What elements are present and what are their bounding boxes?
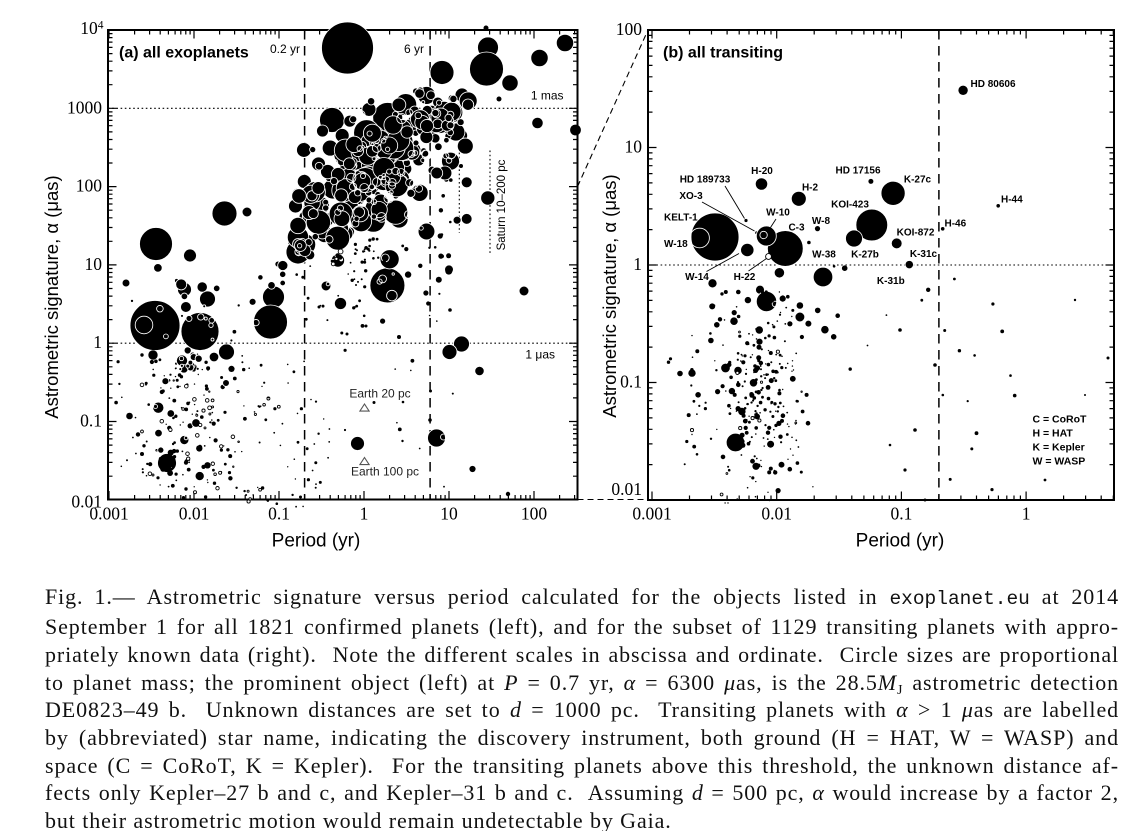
svg-text:1: 1 — [360, 504, 369, 524]
svg-text:W-8: W-8 — [812, 216, 831, 227]
svg-text:10: 10 — [440, 504, 458, 524]
svg-text:C = CoRoT: C = CoRoT — [1033, 414, 1088, 426]
svg-text:H-44: H-44 — [1001, 195, 1023, 206]
svg-text:0.01: 0.01 — [71, 492, 102, 512]
svg-text:Period (yr): Period (yr) — [272, 531, 361, 552]
svg-text:100: 100 — [521, 504, 548, 524]
svg-text:10: 10 — [85, 254, 103, 274]
svg-text:100: 100 — [76, 176, 103, 196]
svg-text:W = WASP: W = WASP — [1033, 456, 1086, 468]
svg-text:Astrometric signature, α (μas): Astrometric signature, α (μas) — [599, 174, 620, 417]
svg-text:100: 100 — [616, 19, 643, 39]
svg-text:0.01: 0.01 — [611, 479, 642, 499]
svg-text:C-3: C-3 — [788, 223, 805, 234]
svg-text:1: 1 — [633, 254, 642, 274]
svg-text:1: 1 — [93, 332, 102, 352]
svg-text:H-46: H-46 — [945, 219, 967, 230]
svg-text:KOI-872: KOI-872 — [897, 228, 935, 239]
svg-text:0.1: 0.1 — [80, 411, 102, 431]
svg-text:6 yr: 6 yr — [404, 42, 424, 56]
svg-text:HD 189733: HD 189733 — [680, 175, 731, 186]
svg-text:HD 80606: HD 80606 — [971, 79, 1016, 90]
svg-text:KELT-1: KELT-1 — [664, 213, 698, 224]
svg-text:K-31c: K-31c — [910, 249, 938, 260]
svg-text:(b) all transiting: (b) all transiting — [663, 45, 783, 62]
svg-text:H = HAT: H = HAT — [1033, 428, 1074, 440]
svg-text:W-18: W-18 — [664, 239, 688, 250]
svg-text:1 mas: 1 mas — [531, 89, 564, 103]
svg-text:0.01: 0.01 — [761, 504, 792, 524]
svg-text:Period (yr): Period (yr) — [856, 531, 945, 552]
svg-text:1 μas: 1 μas — [525, 348, 555, 362]
svg-text:H-22: H-22 — [734, 272, 756, 283]
svg-text:10: 10 — [625, 137, 643, 157]
svg-text:0.001: 0.001 — [632, 504, 671, 524]
svg-text:Earth 100 pc: Earth 100 pc — [351, 465, 419, 479]
svg-text:HD 17156: HD 17156 — [835, 166, 880, 177]
svg-text:K = Kepler: K = Kepler — [1033, 442, 1085, 454]
svg-text:1000: 1000 — [67, 97, 102, 117]
svg-text:K-31b: K-31b — [877, 276, 905, 287]
svg-text:0.1: 0.1 — [890, 504, 912, 524]
svg-text:XO-3: XO-3 — [679, 191, 703, 202]
svg-text:0.1: 0.1 — [620, 372, 642, 392]
svg-text:0.1: 0.1 — [268, 504, 290, 524]
svg-text:0.001: 0.001 — [89, 504, 128, 524]
svg-text:Astrometric signature, α (μas): Astrometric signature, α (μas) — [41, 175, 62, 418]
svg-text:1: 1 — [1022, 504, 1031, 524]
svg-text:H-20: H-20 — [751, 166, 773, 177]
svg-text:0.2 yr: 0.2 yr — [270, 42, 300, 56]
svg-text:W-14: W-14 — [685, 272, 709, 283]
svg-text:W-10: W-10 — [766, 208, 790, 219]
svg-text:KOI-423: KOI-423 — [831, 200, 869, 211]
svg-text:W-38: W-38 — [812, 249, 836, 260]
svg-text:0.01: 0.01 — [179, 504, 210, 524]
svg-text:K-27c: K-27c — [904, 175, 932, 186]
svg-text:H-2: H-2 — [802, 183, 819, 194]
svg-text:Earth 20 pc: Earth 20 pc — [349, 387, 410, 401]
svg-text:Saturn 10–200 pc: Saturn 10–200 pc — [496, 159, 508, 250]
svg-text:(a) all exoplanets: (a) all exoplanets — [119, 45, 249, 62]
svg-text:K-27b: K-27b — [851, 249, 879, 260]
